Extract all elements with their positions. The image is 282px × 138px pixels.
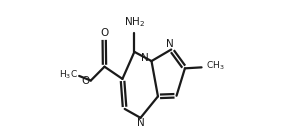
Text: NH$_2$: NH$_2$ bbox=[124, 15, 145, 29]
Text: N: N bbox=[166, 39, 173, 49]
Text: N: N bbox=[137, 118, 144, 128]
Text: N: N bbox=[142, 53, 149, 63]
Text: O: O bbox=[81, 75, 90, 86]
Text: CH$_3$: CH$_3$ bbox=[206, 60, 224, 72]
Text: O: O bbox=[101, 28, 109, 38]
Text: H$_3$C: H$_3$C bbox=[59, 69, 78, 82]
